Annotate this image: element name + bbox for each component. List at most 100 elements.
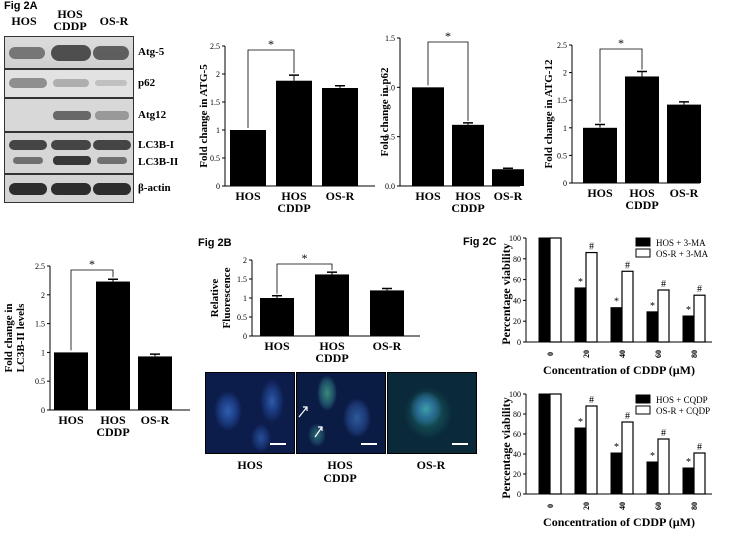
chart-atg12: 0 0.5 1 1.5 2 2.5 HOS HOS CDDP OS-R * Fold change i… <box>543 36 701 212</box>
legend-label: OS-R + 3-MA <box>656 249 709 259</box>
bar-series-2 <box>657 438 670 495</box>
significance-mark: # <box>589 242 594 253</box>
category-label: HOS CDDP <box>277 189 310 215</box>
category-label: HOS <box>58 413 84 427</box>
y-axis-label: Percentage viability <box>499 243 513 344</box>
y-axis-label: Fold change inLC3B-II levels <box>3 303 27 373</box>
y-tick-label: 20 <box>513 470 521 479</box>
significance-mark: * <box>302 251 308 265</box>
y-tick-label: 2.5 <box>210 42 220 51</box>
y-tick-label: 1 <box>216 126 220 135</box>
chart-fluor: 0 0.5 1 1.5 2 HOS HOS CDDP OS-R * RelativeFluoresc… <box>209 251 420 365</box>
band-label: Atg12 <box>138 109 167 121</box>
significance-mark: * <box>89 257 95 271</box>
legend-swatch <box>635 405 651 415</box>
y-tick-label: 1 <box>563 124 567 133</box>
y-tick-label: 0 <box>41 406 45 415</box>
significance-mark: * <box>618 36 624 50</box>
bar <box>315 274 349 336</box>
chart-viab1: 0 20 40 60 80 100 0 * #20 * #40 * #60 * #80 Concentrati… <box>499 234 712 377</box>
bar <box>667 104 701 183</box>
chart-viab2: 0 20 40 60 80 100 0 * #20 * #40 * #60 * #80 Concentrati… <box>499 390 712 529</box>
category-label: HOS <box>235 189 261 203</box>
significance-mark: * <box>578 417 583 428</box>
x-tick-label: 0 <box>546 504 555 508</box>
x-tick-label: 60 <box>654 350 663 358</box>
bar <box>230 130 266 186</box>
y-tick-label: 1.5 <box>35 320 45 329</box>
bar <box>452 124 484 186</box>
y-tick-label: 0 <box>517 338 521 347</box>
micrograph-hos-cddp <box>296 372 386 454</box>
category-label: HOS <box>415 189 441 203</box>
blot-col-header: HOS CDDP <box>53 7 87 33</box>
significance-bracket <box>70 269 114 351</box>
category-label: HOS <box>587 186 613 200</box>
bar-series-2 <box>585 251 598 343</box>
bar-series-1 <box>610 452 623 495</box>
category-label: HOS <box>264 339 290 353</box>
micrograph-caption: HOS CDDP <box>323 458 357 485</box>
y-tick-label: 1.5 <box>210 98 220 107</box>
blot-strip-atg12 <box>4 98 134 132</box>
y-tick-label: 2 <box>563 69 567 78</box>
significance-mark: * <box>650 301 655 312</box>
x-tick-label: 40 <box>618 350 627 358</box>
y-tick-label: 0.5 <box>35 377 45 386</box>
significance-mark: # <box>625 260 630 271</box>
bar-series-2 <box>549 393 562 495</box>
legend-swatch <box>635 394 651 404</box>
fig-2a-label: Fig 2A <box>4 0 38 12</box>
significance-mark: # <box>697 284 702 295</box>
y-tick-label: 40 <box>513 450 521 459</box>
bar-series-2 <box>549 237 562 343</box>
bar-series-2 <box>621 421 634 495</box>
fig-2b-label: Fig 2B <box>198 237 232 249</box>
legend-swatch <box>635 237 651 247</box>
significance-mark: * <box>578 277 583 288</box>
y-tick-label: 60 <box>513 276 521 285</box>
y-tick-label: 1 <box>41 348 45 357</box>
y-tick-label: 0 <box>563 179 567 188</box>
band-label: LC3B-II <box>138 156 179 168</box>
y-tick-label: 0 <box>243 332 247 341</box>
y-tick-label: 1.5 <box>557 96 567 105</box>
x-tick-label: 20 <box>582 502 591 510</box>
category-label: HOS CDDP <box>451 189 484 215</box>
x-axis-label: Concentration of CDDP (µM) <box>543 363 695 377</box>
legend-label: HOS + CQDP <box>656 395 708 405</box>
y-tick-label: 80 <box>513 410 521 419</box>
band-label: Atg-5 <box>138 46 165 58</box>
category-label: OS-R <box>326 189 355 203</box>
category-label: OS-R <box>670 186 699 200</box>
y-tick-label: 0.0 <box>385 182 395 191</box>
significance-mark: # <box>625 411 630 422</box>
bar-series-1 <box>682 467 695 495</box>
fig-2c-label: Fig 2C <box>463 236 497 248</box>
y-tick-label: 20 <box>513 317 521 326</box>
significance-mark: * <box>445 29 451 43</box>
category-label: HOS CDDP <box>315 339 348 365</box>
bar <box>138 356 172 410</box>
bar <box>276 80 312 186</box>
category-label: OS-R <box>494 189 523 203</box>
y-axis-label: Percentage viability <box>499 397 513 498</box>
bar-series-1 <box>646 311 659 343</box>
significance-bracket <box>599 48 643 123</box>
band-label: p62 <box>138 77 156 89</box>
bar-series-1 <box>574 427 587 495</box>
y-tick-label: 2 <box>41 291 45 300</box>
bar-series-2 <box>693 294 706 343</box>
significance-bracket <box>276 263 333 294</box>
x-tick-label: 40 <box>618 502 627 510</box>
x-tick-label: 80 <box>690 350 699 358</box>
micrograph-os-r <box>387 372 477 454</box>
x-tick-label: 20 <box>582 350 591 358</box>
blot-col-header: OS-R <box>99 14 129 28</box>
bar <box>583 127 617 183</box>
category-label: OS-R <box>373 339 402 353</box>
y-tick-label: 0 <box>216 182 220 191</box>
blot-strip-atg5 <box>4 36 134 69</box>
band-label: LC3B-I <box>138 139 175 151</box>
